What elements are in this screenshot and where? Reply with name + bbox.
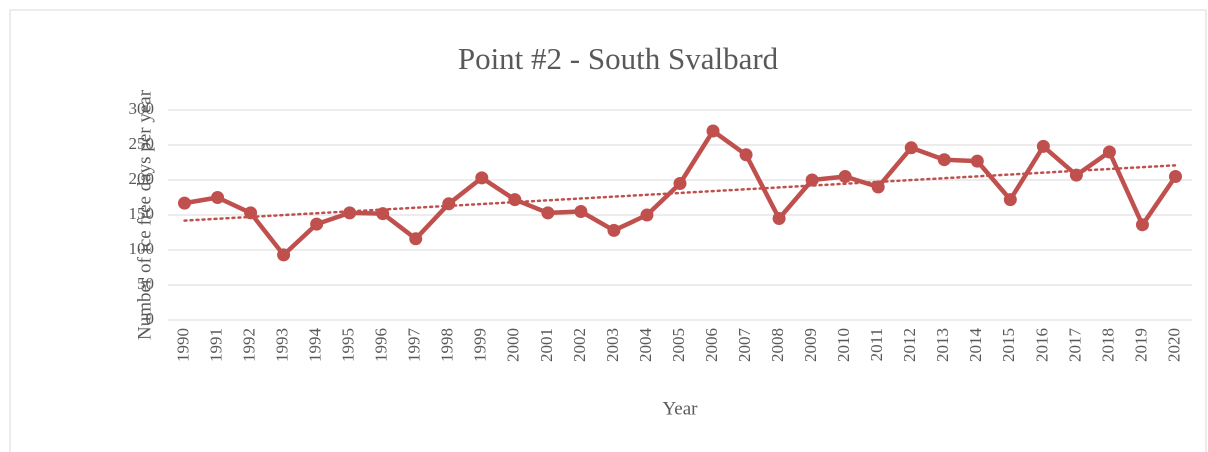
data-point (343, 206, 357, 220)
plot (178, 124, 1182, 262)
x-tick-label: 1994 (306, 328, 325, 363)
x-tick-label: 1992 (239, 328, 258, 362)
data-point (937, 153, 951, 167)
y-axis-label: Number of ice free days per year (134, 89, 155, 340)
data-point (1036, 139, 1050, 153)
data-point (442, 197, 456, 211)
trendline (183, 164, 1177, 222)
y-tick-label: 150 (129, 204, 155, 223)
x-tick-label: 2008 (768, 328, 787, 362)
chart-title: Point #2 - South Svalbard (458, 41, 779, 76)
x-tick-label: 2018 (1098, 328, 1117, 362)
data-point (772, 212, 786, 225)
y-tick-label: 50 (137, 274, 154, 293)
data-point (508, 193, 522, 207)
x-tick-label: 1991 (206, 328, 225, 362)
y-tick-label: 100 (129, 239, 155, 258)
data-point (640, 208, 654, 222)
data-point (244, 206, 258, 220)
data-point (871, 180, 885, 194)
x-tick-label: 1990 (173, 328, 192, 362)
data-point (1135, 218, 1149, 232)
x-tick-label: 2012 (900, 328, 919, 362)
x-tick-label: 2011 (867, 328, 886, 361)
x-tick-label: 2005 (669, 328, 688, 362)
x-axis-label: Year (662, 398, 698, 419)
x-tick-label: 2009 (801, 328, 820, 362)
data-point (706, 124, 720, 138)
x-tick-label: 2002 (570, 328, 589, 362)
x-tick-label: 2020 (1164, 328, 1183, 362)
y-tick-label: 300 (129, 99, 155, 118)
data-point (277, 248, 291, 262)
x-tick-label: 2015 (999, 328, 1018, 362)
x-tick-label: 1996 (372, 328, 391, 362)
x-tick-label: 2003 (603, 328, 622, 362)
data-point (739, 148, 753, 162)
data-point (1168, 170, 1182, 183)
data-point (838, 170, 852, 183)
y-tick-label: 250 (129, 134, 155, 153)
x-tick-label: 2007 (735, 328, 754, 363)
data-point (475, 171, 489, 185)
data-point (310, 217, 324, 231)
x-tick-label: 2006 (702, 328, 721, 362)
x-tick-label: 2014 (966, 328, 985, 363)
y-tick-label: 0 (146, 309, 155, 328)
data-point (178, 196, 192, 210)
data-point (607, 223, 621, 237)
data-point (1003, 193, 1017, 207)
x-tick-label: 2004 (636, 328, 655, 363)
data-point (574, 205, 588, 218)
x-tick-label: 1997 (405, 328, 424, 363)
x-tick-label: 1995 (339, 328, 358, 362)
y-tick-label: 200 (129, 169, 155, 188)
data-point (211, 191, 225, 204)
x-tick-label: 2010 (834, 328, 853, 362)
data-point (409, 232, 423, 246)
x-tick-label: 2019 (1131, 328, 1150, 362)
data-point (805, 173, 819, 187)
x-tick-label: 2000 (504, 328, 523, 362)
x-tick-label: 2016 (1032, 328, 1051, 362)
x-tick-label: 1993 (273, 328, 292, 362)
data-point (541, 206, 555, 220)
x-tick-label: 2013 (933, 328, 952, 362)
x-tick-label: 1998 (438, 328, 457, 362)
data-point (1069, 168, 1083, 182)
data-point (970, 154, 984, 168)
x-tick-label: 2001 (537, 328, 556, 362)
data-point (376, 207, 390, 221)
data-point (1102, 145, 1116, 159)
data-point (904, 141, 918, 155)
data-point (673, 177, 687, 190)
x-tick-label: 2017 (1065, 328, 1084, 363)
x-tick-label: 1999 (471, 328, 490, 362)
